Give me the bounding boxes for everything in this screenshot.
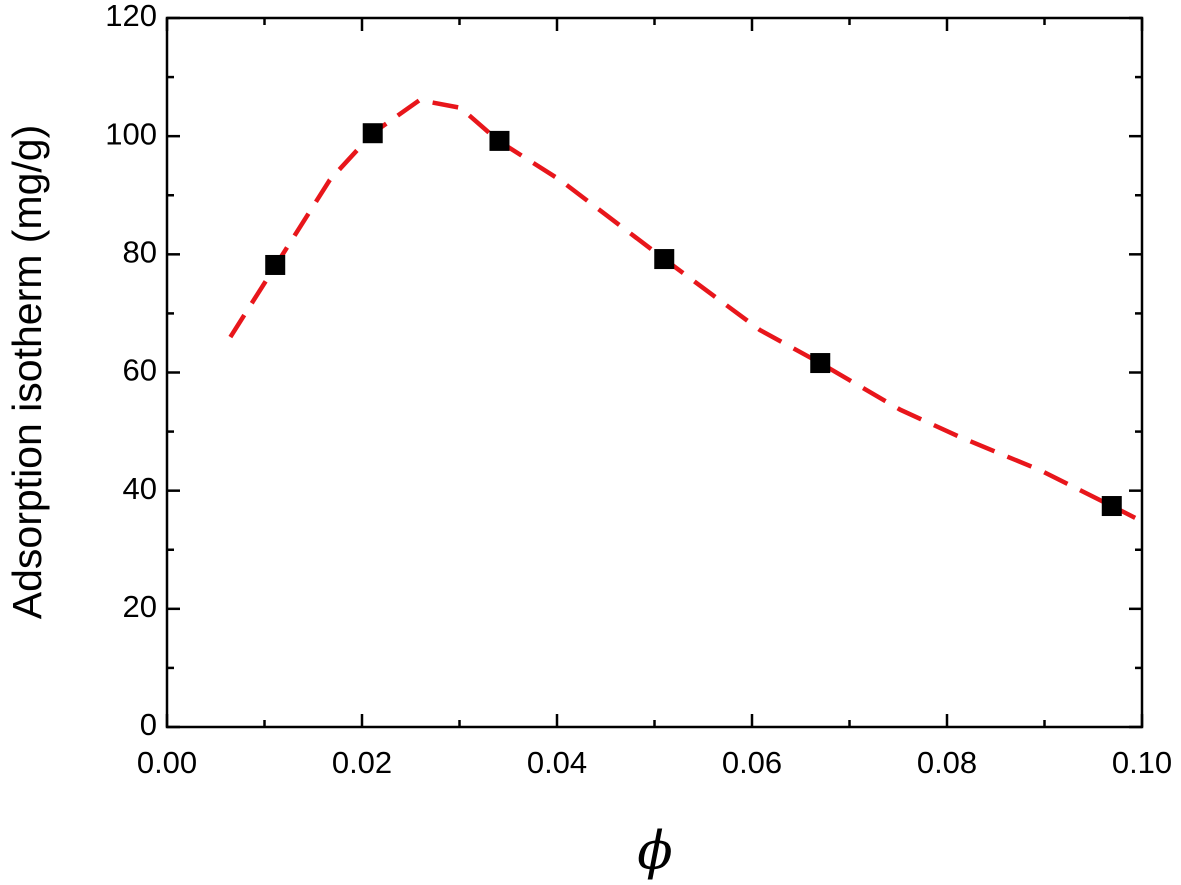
y-tick-label: 0 — [140, 707, 157, 742]
data-point — [1101, 496, 1122, 517]
y-tick-label: 60 — [123, 353, 157, 388]
y-tick-label: 120 — [105, 0, 157, 33]
data-point — [265, 254, 286, 275]
data-point — [810, 353, 831, 374]
data-point — [362, 123, 383, 144]
x-tick-label: 0.08 — [917, 745, 977, 780]
y-tick-label: 20 — [123, 589, 157, 624]
x-tick-label: 0.00 — [137, 745, 197, 780]
data-point — [654, 249, 675, 270]
y-tick-label: 80 — [123, 235, 157, 270]
x-tick-label: 0.04 — [527, 745, 587, 780]
y-tick-label: 100 — [105, 116, 157, 151]
data-point — [489, 130, 510, 151]
plot-frame — [165, 16, 1144, 729]
fit-line — [228, 97, 1137, 520]
x-axis-title: ϕ — [637, 822, 672, 882]
x-tick-label: 0.06 — [722, 745, 782, 780]
y-tick-label: 40 — [123, 471, 157, 506]
y-axis-title: Adsorption isotherm (mg/g) — [4, 125, 50, 619]
x-tick-label: 0.10 — [1112, 745, 1172, 780]
x-tick-label: 0.02 — [332, 745, 392, 780]
